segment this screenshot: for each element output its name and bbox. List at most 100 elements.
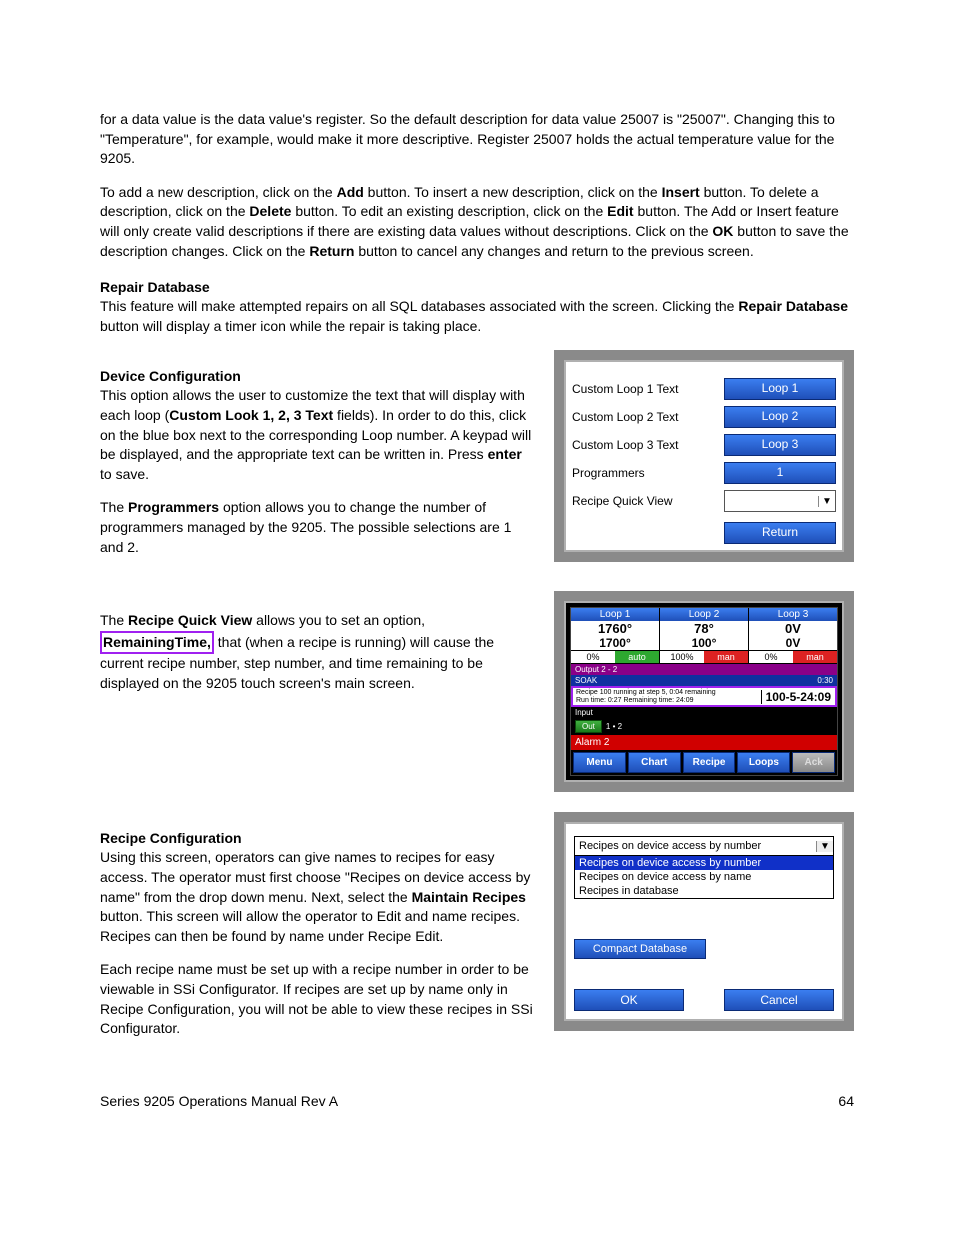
compact-database-button[interactable]: Compact Database	[574, 939, 706, 959]
ts-loop2-panel: Loop 2 78° 100° 100% man	[660, 608, 749, 664]
cfg-label: Custom Loop 3 Text	[572, 438, 724, 452]
programmers-ref: Programmers	[128, 499, 219, 515]
ts-loop1-setpoint: 1700°	[571, 636, 659, 650]
ts-recipe-button[interactable]: Recipe	[683, 752, 736, 773]
return-ref: Return	[309, 243, 354, 259]
delete-ref: Delete	[249, 203, 291, 219]
cfg-row-loop3: Custom Loop 3 Text Loop 3	[572, 434, 836, 456]
ts-loop2-mode[interactable]: man	[704, 651, 748, 663]
cfg-programmers-button[interactable]: 1	[724, 462, 836, 484]
chevron-down-icon: ▼	[816, 841, 833, 852]
recipe-config-screenshot: Recipes on device access by number ▼ Rec…	[554, 812, 854, 1031]
text: button. To edit an existing description,…	[291, 203, 607, 219]
rc-option-database[interactable]: Recipes in database	[575, 884, 833, 898]
cfg-rqv-dropdown[interactable]: ▼	[724, 490, 836, 512]
cfg-return-button[interactable]: Return	[724, 522, 836, 544]
ts-loop2-setpoint: 100°	[660, 636, 748, 650]
rc-option-number[interactable]: Recipes on device access by number	[575, 856, 833, 870]
ts-loop1-pct: 0%	[571, 651, 615, 663]
ts-out-value: 1 • 2	[606, 722, 622, 731]
rc-dropdown[interactable]: Recipes on device access by number ▼	[574, 836, 834, 856]
intro-p2: To add a new description, click on the A…	[100, 183, 854, 261]
ts-recipe-highlight: Recipe 100 running at step 5, 0:04 remai…	[571, 686, 837, 707]
text: To add a new description, click on the	[100, 184, 337, 200]
cfg-row-loop1: Custom Loop 1 Text Loop 1	[572, 378, 836, 400]
device-config-screenshot: Custom Loop 1 Text Loop 1 Custom Loop 2 …	[554, 350, 854, 562]
ts-loop2-pct: 100%	[660, 651, 704, 663]
cfg-row-loop2: Custom Loop 2 Text Loop 2	[572, 406, 836, 428]
ts-loop3-header: Loop 3	[749, 608, 837, 621]
ts-recipe-indicator: 100-5-24:09	[761, 690, 835, 704]
ts-output-bar: Output 2 - 2	[571, 664, 837, 675]
text: The	[100, 499, 128, 515]
rc-option-name[interactable]: Recipes on device access by name	[575, 870, 833, 884]
ts-menu-button[interactable]: Menu	[573, 752, 626, 773]
text: button. To insert a new description, cli…	[364, 184, 662, 200]
ts-recipe-line2: Run time: 0:27 Remaining time: 24:09	[576, 697, 758, 705]
cfg-label: Recipe Quick View	[572, 494, 724, 508]
recipecfg-heading: Recipe Configuration	[100, 830, 534, 846]
devcfg-p2: The Programmers option allows you to cha…	[100, 498, 534, 557]
edit-ref: Edit	[607, 203, 633, 219]
footer-title: Series 9205 Operations Manual Rev A	[100, 1093, 954, 1109]
ts-loop2-header: Loop 2	[660, 608, 748, 621]
cfg-loop2-button[interactable]: Loop 2	[724, 406, 836, 428]
ts-loop1-header: Loop 1	[571, 608, 659, 621]
footer-page: 64	[838, 1093, 854, 1109]
ts-soak-label: SOAK	[575, 676, 597, 685]
cfg-label: Programmers	[572, 466, 724, 480]
ts-loop1-mode[interactable]: auto	[615, 651, 659, 663]
custom-look-ref: Custom Look 1, 2, 3 Text	[169, 407, 333, 423]
rc-dropdown-selected: Recipes on device access by number	[575, 840, 816, 852]
ts-loops-button[interactable]: Loops	[737, 752, 790, 773]
chevron-down-icon: ▼	[818, 496, 835, 507]
cfg-row-rqv: Recipe Quick View ▼	[572, 490, 836, 512]
cfg-loop3-button[interactable]: Loop 3	[724, 434, 836, 456]
ts-alarm-bar: Alarm 2	[571, 735, 837, 750]
recipecfg-p1: Using this screen, operators can give na…	[100, 848, 534, 946]
devcfg-heading: Device Configuration	[100, 368, 534, 384]
devcfg-p3: The Recipe Quick View allows you to set …	[100, 611, 534, 693]
text: button will display a timer icon while t…	[100, 318, 481, 334]
enter-ref: enter	[488, 446, 522, 462]
ok-ref: OK	[712, 223, 733, 239]
repair-heading: Repair Database	[100, 279, 854, 295]
ts-soak-bar: SOAK 0:30	[571, 675, 837, 686]
ts-loop3-panel: Loop 3 0V 0V 0% man	[749, 608, 837, 664]
devcfg-p1: This option allows the user to customize…	[100, 386, 534, 484]
repair-btn-ref: Repair Database	[738, 298, 848, 314]
ts-soak-time: 0:30	[817, 676, 833, 685]
text: to save.	[100, 466, 149, 482]
ts-loop3-value: 0V	[749, 621, 837, 636]
rc-option-list: Recipes on device access by number Recip…	[574, 856, 834, 899]
rc-cancel-button[interactable]: Cancel	[724, 989, 834, 1011]
repair-text: This feature will make attempted repairs…	[100, 297, 854, 336]
ts-loop1-panel: Loop 1 1760° 1700° 0% auto	[571, 608, 660, 664]
text: This feature will make attempted repairs…	[100, 298, 738, 314]
cfg-loop1-button[interactable]: Loop 1	[724, 378, 836, 400]
ts-recipe-line1: Recipe 100 running at step 5, 0:04 remai…	[576, 689, 758, 697]
ts-loop2-value: 78°	[660, 621, 748, 636]
text: button to cancel any changes and return …	[354, 243, 753, 259]
text: allows you to set an option,	[252, 612, 425, 628]
ts-loop1-value: 1760°	[571, 621, 659, 636]
ts-loop3-setpoint: 0V	[749, 636, 837, 650]
ts-loop3-mode[interactable]: man	[793, 651, 837, 663]
ts-loop3-pct: 0%	[749, 651, 793, 663]
touchscreen-screenshot: Loop 1 1760° 1700° 0% auto Loop 2 78° 10…	[554, 591, 854, 792]
ts-chart-button[interactable]: Chart	[628, 752, 681, 773]
remainingtime-highlight: RemainingTime,	[100, 631, 214, 655]
maintain-recipes-ref: Maintain Recipes	[412, 889, 526, 905]
text: The	[100, 612, 128, 628]
text: button. This screen will allow the opera…	[100, 908, 520, 944]
ts-input-label: Input	[571, 707, 837, 718]
ts-ack-button[interactable]: Ack	[792, 752, 835, 773]
intro-p1: for a data value is the data value's reg…	[100, 110, 854, 169]
add-ref: Add	[337, 184, 364, 200]
rc-ok-button[interactable]: OK	[574, 989, 684, 1011]
ts-out-button[interactable]: Out	[575, 720, 602, 733]
rqv-ref: Recipe Quick View	[128, 612, 252, 628]
cfg-label: Custom Loop 1 Text	[572, 382, 724, 396]
recipecfg-p2: Each recipe name must be set up with a r…	[100, 960, 534, 1038]
cfg-row-programmers: Programmers 1	[572, 462, 836, 484]
